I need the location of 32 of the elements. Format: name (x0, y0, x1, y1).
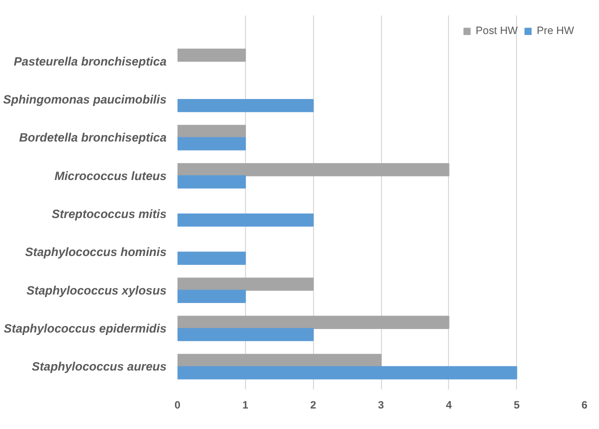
x-tick-label: 3 (378, 400, 384, 412)
bar (178, 124, 246, 138)
bar (178, 137, 246, 150)
bar (178, 290, 246, 303)
bar (178, 278, 314, 291)
bar (178, 213, 314, 227)
x-tick-label: 1 (242, 400, 248, 412)
legend-label: Post HW (476, 25, 518, 37)
bar (178, 316, 450, 329)
x-tick-label: 0 (174, 400, 181, 412)
bar (178, 98, 314, 112)
bar (178, 252, 246, 265)
x-tick-label: 6 (582, 400, 588, 412)
y-tick-label: Streptococcus mitis (52, 206, 167, 221)
y-tick-label: Staphylococcus xylosus (26, 283, 167, 298)
y-tick-label: Sphingomonas paucimobilis (3, 92, 167, 106)
y-tick-label: Staphylococcus aureus (32, 360, 167, 374)
x-tick-label: 2 (310, 400, 316, 412)
y-tick-label: Staphylococcus hominis (25, 245, 167, 260)
y-tick-label: Pasteurella bronchiseptica (14, 54, 167, 68)
bar (178, 354, 382, 368)
y-tick-label: Staphylococcus epidermidis (4, 321, 167, 336)
bar (178, 48, 246, 62)
bar (178, 366, 518, 380)
bar (178, 175, 246, 188)
x-tick-label: 5 (514, 400, 520, 412)
x-tick-label: 4 (446, 400, 452, 412)
y-tick-label: Bordetella bronchiseptica (19, 130, 167, 145)
y-tick-label: Micrococcus luteus (54, 168, 167, 183)
legend-label: Pre HW (536, 25, 574, 37)
bar (178, 163, 450, 176)
bar (178, 328, 314, 342)
